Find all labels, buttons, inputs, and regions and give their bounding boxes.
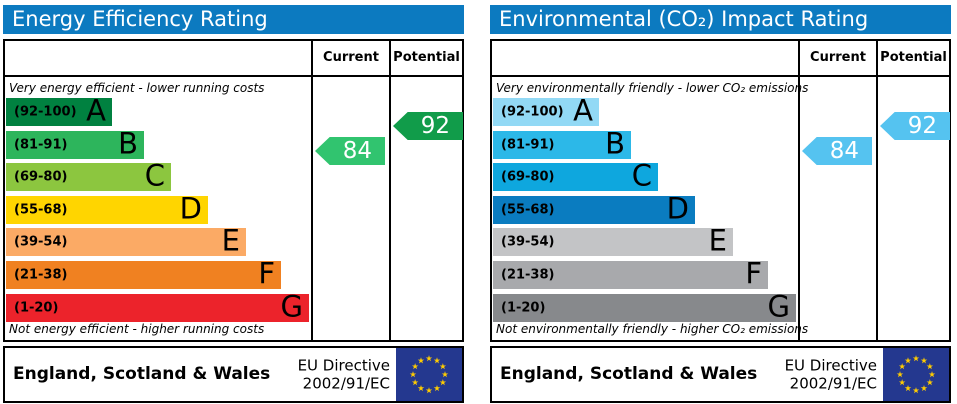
band-d: (55-68) D — [6, 191, 208, 226]
band-letter: G — [280, 289, 303, 324]
band-g: (1-20) G — [493, 289, 796, 324]
current-rating-arrow: 84 — [315, 137, 385, 165]
band-c: (69-80) C — [6, 158, 171, 193]
panel-title-energy: Energy Efficiency Rating — [3, 5, 464, 34]
current-column-header: Current — [323, 50, 379, 65]
band-range-label: (21-38) — [14, 267, 68, 283]
energy-efficiency-panel: Energy Efficiency Rating Current Potenti… — [0, 0, 467, 404]
current-column-header: Current — [810, 50, 866, 65]
eu-directive-line2: 2002/91/EC — [302, 374, 390, 393]
band-letter: A — [573, 93, 593, 128]
band-letter: D — [179, 191, 202, 226]
panel-title-environment: Environmental (CO₂) Impact Rating — [490, 5, 951, 34]
band-range-label: (39-54) — [501, 234, 555, 250]
region-label: England, Scotland & Wales — [13, 364, 271, 384]
band-f: (21-38) F — [493, 256, 768, 291]
potential-column-header: Potential — [393, 50, 460, 65]
header-row-divider — [492, 75, 949, 77]
current-rating-value: 84 — [342, 138, 372, 164]
band-a: (92-100) A — [6, 93, 112, 128]
band-letter: G — [767, 289, 790, 324]
band-a: (92-100) A — [493, 93, 599, 128]
column-divider — [311, 41, 313, 340]
band-e: (39-54) E — [493, 223, 733, 258]
potential-rating-value: 92 — [420, 113, 450, 139]
potential-rating-arrow: 92 — [393, 112, 463, 140]
eu-directive-line1: EU Directive — [784, 355, 877, 374]
band-range-label: (81-91) — [501, 137, 555, 153]
band-range-label: (81-91) — [14, 137, 68, 153]
environment-rating-table: Current Potential Very environmentally f… — [490, 39, 951, 342]
header-row-divider — [5, 75, 462, 77]
environment-footer: England, Scotland & Wales EU Directive 2… — [490, 346, 951, 403]
column-divider — [389, 41, 391, 340]
band-g: (1-20) G — [6, 289, 309, 324]
band-range-label: (69-80) — [14, 169, 68, 185]
bottom-note: Not environmentally friendly - higher CO… — [496, 322, 809, 336]
energy-footer: England, Scotland & Wales EU Directive 2… — [3, 346, 464, 403]
potential-rating-value: 92 — [907, 113, 937, 139]
band-letter: F — [258, 256, 275, 291]
band-range-label: (1-20) — [501, 300, 546, 316]
band-range-label: (55-68) — [14, 202, 68, 218]
band-letter: D — [666, 191, 689, 226]
potential-rating-arrow: 92 — [880, 112, 950, 140]
band-c: (69-80) C — [493, 158, 658, 193]
band-e: (39-54) E — [6, 223, 246, 258]
band-letter: E — [708, 223, 727, 258]
band-range-label: (69-80) — [501, 169, 555, 185]
bottom-note: Not energy efficient - higher running co… — [9, 322, 265, 336]
band-letter: C — [631, 158, 652, 193]
column-divider — [798, 41, 800, 340]
column-divider — [876, 41, 878, 340]
eu-directive-label: EU Directive 2002/91/EC — [785, 356, 877, 394]
band-f: (21-38) F — [6, 256, 281, 291]
current-rating-arrow: 84 — [802, 137, 872, 165]
energy-rating-table-body: Current Potential Very energy efficient … — [5, 41, 463, 340]
eu-directive-label: EU Directive 2002/91/EC — [298, 356, 390, 394]
current-rating-value: 84 — [829, 138, 859, 164]
band-d: (55-68) D — [493, 191, 695, 226]
band-letter: B — [118, 126, 138, 161]
eu-directive-line1: EU Directive — [297, 355, 390, 374]
band-letter: C — [144, 158, 165, 193]
band-range-label: (21-38) — [501, 267, 555, 283]
eu-flag-icon — [883, 348, 949, 401]
band-letter: A — [86, 93, 106, 128]
band-letter: B — [605, 126, 625, 161]
band-range-label: (39-54) — [14, 234, 68, 250]
potential-column-header: Potential — [880, 50, 947, 65]
energy-rating-table: Current Potential Very energy efficient … — [3, 39, 464, 342]
eu-directive-line2: 2002/91/EC — [789, 374, 877, 393]
band-b: (81-91) B — [6, 126, 144, 161]
band-b: (81-91) B — [493, 126, 631, 161]
eu-flag-icon — [396, 348, 462, 401]
region-label: England, Scotland & Wales — [500, 364, 758, 384]
band-range-label: (92-100) — [501, 104, 564, 120]
top-note: Very energy efficient - lower running co… — [9, 81, 265, 95]
band-letter: F — [745, 256, 762, 291]
top-note: Very environmentally friendly - lower CO… — [496, 81, 809, 95]
environmental-impact-panel: Environmental (CO₂) Impact Rating Curren… — [487, 0, 954, 404]
band-range-label: (55-68) — [501, 202, 555, 218]
band-letter: E — [221, 223, 240, 258]
band-range-label: (92-100) — [14, 104, 77, 120]
band-range-label: (1-20) — [14, 300, 59, 316]
environment-rating-table-body: Current Potential Very environmentally f… — [492, 41, 950, 340]
